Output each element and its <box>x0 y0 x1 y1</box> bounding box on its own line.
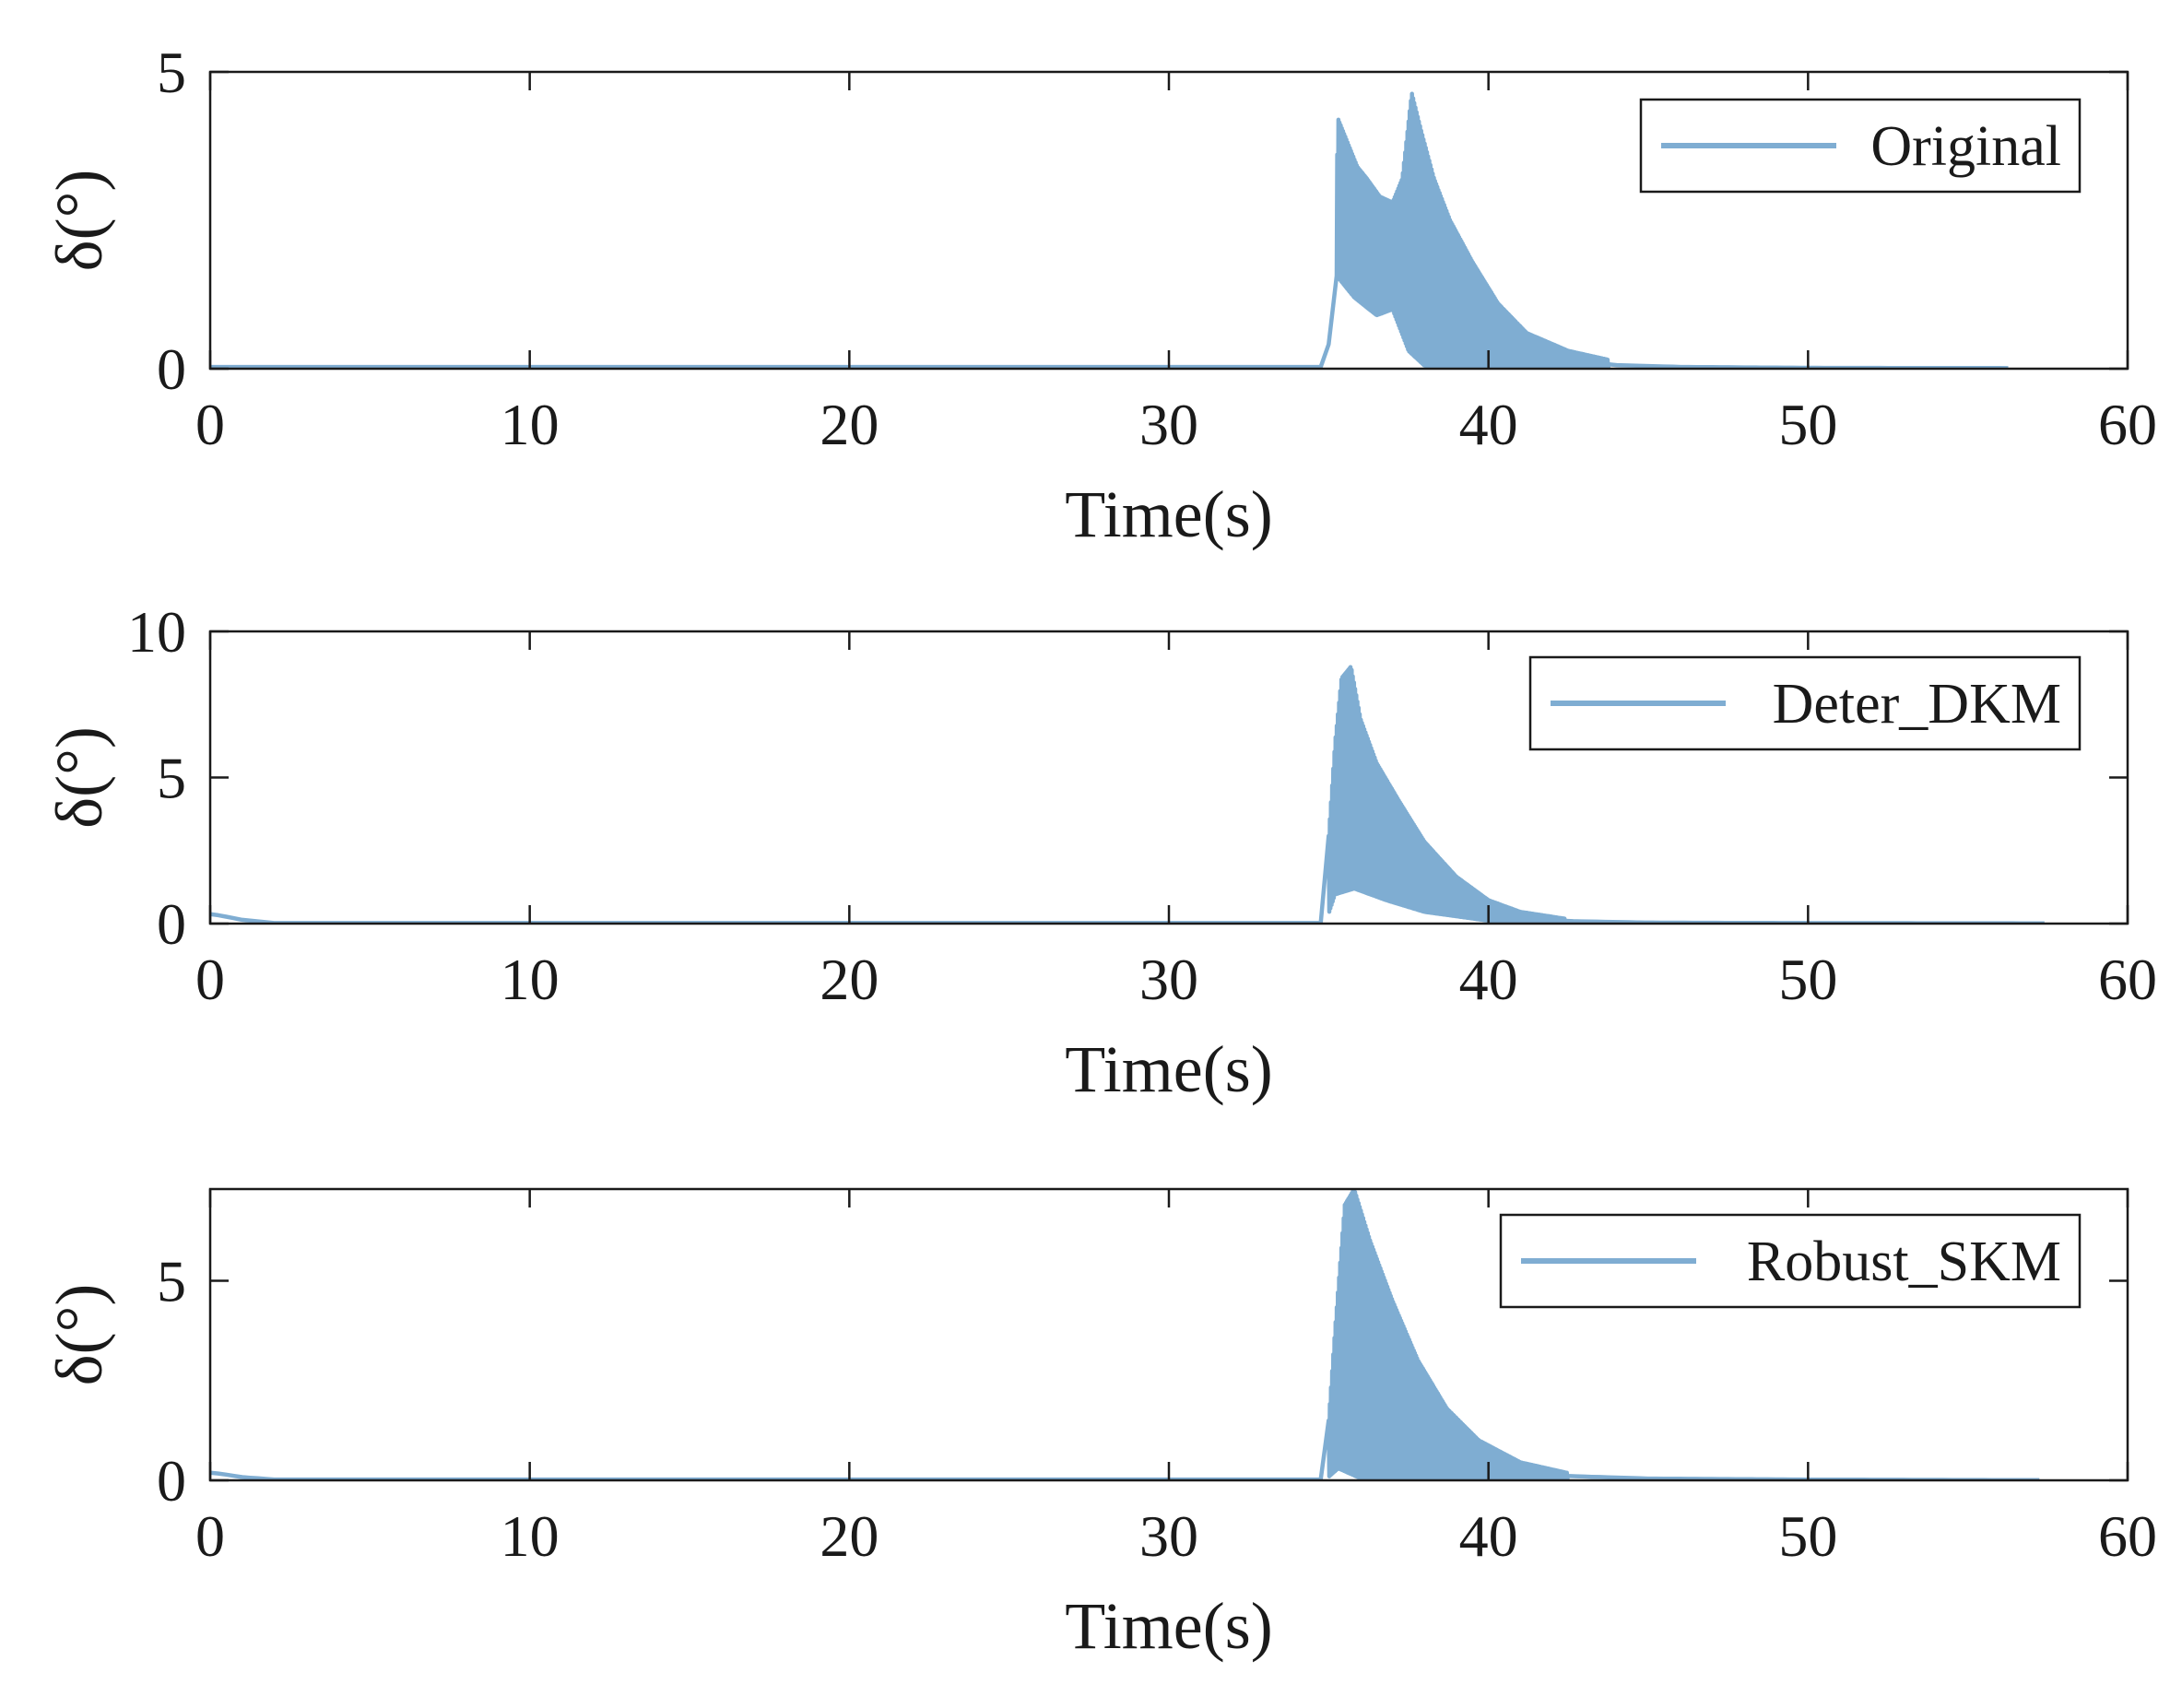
x-tick-label: 60 <box>2098 1503 2157 1569</box>
x-tick-label: 30 <box>1139 947 1198 1012</box>
y-axis-label: δ(°) <box>42 726 116 829</box>
legend-label: Robust_SKM <box>1747 1231 2061 1293</box>
x-axis-label: Time(s) <box>1065 477 1272 551</box>
x-tick-label: 40 <box>1459 947 1518 1012</box>
x-axis-label: Time(s) <box>1065 1589 1272 1663</box>
y-tick-label: 0 <box>157 891 186 957</box>
x-tick-label: 20 <box>820 392 879 457</box>
x-tick-label: 20 <box>820 947 879 1012</box>
series-line-original <box>210 91 2009 369</box>
x-tick-label: 0 <box>195 392 225 457</box>
y-tick-label: 0 <box>157 1448 186 1514</box>
x-tick-label: 10 <box>501 947 560 1012</box>
subplot-robust-skm: 0 10 20 30 40 50 60 0 5 Time(s) δ(°) Robust_SKM <box>42 1187 2157 1663</box>
x-tick-label: 0 <box>195 1503 225 1569</box>
legend: Robust_SKM <box>1499 1213 2082 1309</box>
x-tick-label: 50 <box>1778 947 1837 1012</box>
y-tick-label: 5 <box>157 1249 186 1314</box>
y-axis-label: δ(°) <box>42 170 116 272</box>
x-tick-label: 60 <box>2098 392 2157 457</box>
y-tick-label: 5 <box>157 746 186 811</box>
x-tick-label: 30 <box>1139 1503 1198 1569</box>
x-tick-label: 20 <box>820 1503 879 1569</box>
x-tick-label: 0 <box>195 947 225 1012</box>
x-tick-label: 50 <box>1778 392 1837 457</box>
legend: Deter_DKM <box>1528 655 2082 751</box>
x-tick-label: 50 <box>1778 1503 1837 1569</box>
x-tick-label: 30 <box>1139 392 1198 457</box>
x-tick-label: 10 <box>501 392 560 457</box>
subplot-deter-dkm: 0 10 20 30 40 50 60 0 5 10 Time(s) δ(°) Deter_DKM <box>42 599 2157 1106</box>
y-tick-label: 0 <box>157 336 186 402</box>
legend: Original <box>1639 98 2082 194</box>
legend-label: Deter_DKM <box>1773 673 2061 736</box>
legend-label: Original <box>1870 115 2061 178</box>
x-axis-label: Time(s) <box>1065 1032 1272 1106</box>
y-tick-label: 5 <box>157 40 186 105</box>
subplot-original: 0 10 20 30 40 50 60 0 5 Time(s) δ(°) Original <box>42 40 2157 551</box>
x-tick-label: 40 <box>1459 1503 1518 1569</box>
y-tick-label: 10 <box>127 599 186 665</box>
x-tick-label: 40 <box>1459 392 1518 457</box>
x-tick-label: 60 <box>2098 947 2157 1012</box>
x-tick-label: 10 <box>501 1503 560 1569</box>
y-axis-label: δ(°) <box>42 1284 116 1386</box>
